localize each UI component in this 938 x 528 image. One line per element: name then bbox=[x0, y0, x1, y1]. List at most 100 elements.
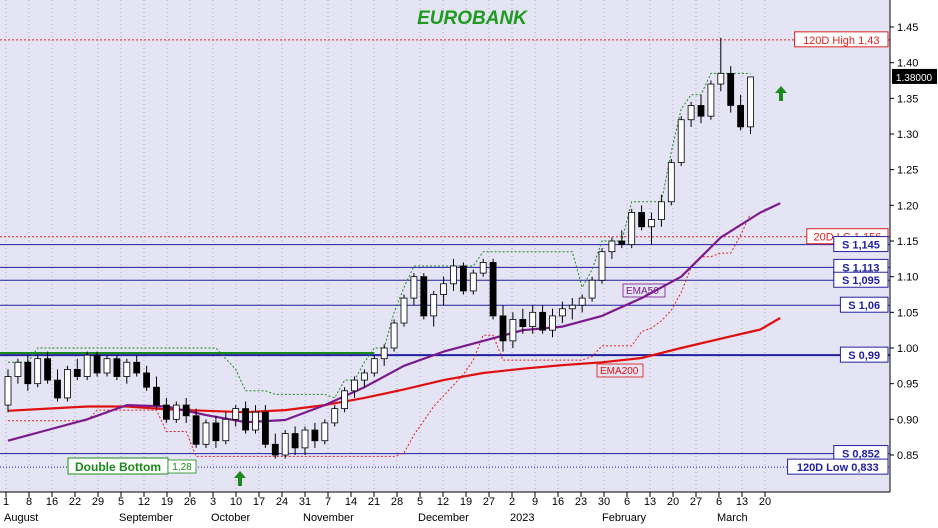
candle-body bbox=[509, 319, 517, 342]
candle-body bbox=[133, 361, 141, 374]
candle-body bbox=[747, 76, 754, 128]
level-label: 120D High 1,43 bbox=[803, 35, 879, 47]
x-tick-label: 6 bbox=[624, 496, 630, 508]
level-label-box bbox=[833, 236, 889, 253]
y-tick-label: 1.25 bbox=[897, 165, 918, 177]
candle-body bbox=[232, 408, 240, 420]
x-tick-label: 7 bbox=[325, 496, 331, 508]
candle-body bbox=[618, 240, 626, 245]
candle-body bbox=[380, 347, 388, 360]
y-tick-label: 1.35 bbox=[897, 93, 918, 105]
candle-body bbox=[608, 240, 616, 253]
y-tick-label: 1.15 bbox=[897, 236, 918, 248]
x-tick-label: 19 bbox=[161, 496, 173, 508]
x-tick-label: 16 bbox=[46, 496, 58, 508]
trailing-stop-line bbox=[8, 213, 751, 457]
buy-arrow-up-icon bbox=[234, 471, 246, 486]
candle-body bbox=[539, 311, 546, 331]
x-tick-label: 17 bbox=[253, 496, 265, 508]
candle-body bbox=[519, 319, 527, 328]
x-tick-label: 6 bbox=[716, 496, 722, 508]
candle-body bbox=[202, 422, 210, 445]
candle-body bbox=[598, 251, 606, 281]
level-label: S 0,99 bbox=[848, 350, 880, 362]
x-tick-label: 8 bbox=[26, 496, 32, 508]
ema200-line bbox=[7, 317, 781, 414]
x-tick-label: 31 bbox=[299, 496, 311, 508]
candle-body bbox=[727, 72, 735, 106]
y-tick-label: 0.95 bbox=[897, 379, 918, 391]
candle-body bbox=[153, 386, 160, 406]
level-label: S 1,06 bbox=[848, 300, 880, 312]
candle-body bbox=[499, 315, 507, 342]
month-label: October bbox=[211, 512, 250, 524]
level-label-box bbox=[833, 271, 889, 288]
x-tick-label: 29 bbox=[92, 496, 104, 508]
candles bbox=[4, 37, 754, 459]
y-tick-label: 1.40 bbox=[897, 58, 918, 70]
candle-body bbox=[737, 105, 744, 128]
candle-body bbox=[73, 368, 81, 377]
candle-body bbox=[400, 297, 408, 324]
y-tick-label: 1.30 bbox=[897, 129, 918, 141]
month-label: November bbox=[303, 512, 354, 524]
month-label: December bbox=[418, 512, 469, 524]
candle-body bbox=[14, 361, 22, 377]
candle-body bbox=[64, 368, 71, 399]
moving-averages: EMA50 EMA200 bbox=[7, 202, 781, 442]
double-bottom-label: Double Bottom bbox=[75, 460, 161, 474]
candle-body bbox=[450, 265, 457, 285]
level-label: S 1,095 bbox=[842, 275, 880, 287]
last-price-box bbox=[892, 68, 937, 84]
candle-body bbox=[351, 379, 358, 392]
month-label: March bbox=[717, 512, 748, 524]
month-label: August bbox=[4, 512, 38, 524]
y-tick-label: 0.85 bbox=[897, 450, 918, 462]
trailing-resistance-line bbox=[8, 72, 751, 399]
x-tick-label: 12 bbox=[138, 496, 150, 508]
x-tick-label: 19 bbox=[460, 496, 472, 508]
candle-body bbox=[311, 429, 319, 442]
double-bottom-value-box bbox=[167, 459, 197, 474]
x-tick-label: 20 bbox=[667, 496, 679, 508]
candle-body bbox=[390, 322, 398, 349]
level-label: 120D Low 0,833 bbox=[797, 462, 879, 474]
candle-body bbox=[113, 358, 121, 377]
candle-body bbox=[222, 418, 230, 442]
candle-body bbox=[687, 105, 695, 121]
candle-body bbox=[212, 422, 220, 442]
x-tick-label: 5 bbox=[118, 496, 124, 508]
plot-background bbox=[0, 0, 890, 492]
candle-body bbox=[717, 72, 725, 85]
candle-body bbox=[628, 212, 636, 245]
candle-body bbox=[677, 119, 685, 163]
x-tick-label: 12 bbox=[437, 496, 449, 508]
candle-body bbox=[34, 358, 42, 385]
candle-body bbox=[360, 372, 368, 381]
level-label: S 1,113 bbox=[842, 262, 879, 274]
candle-body bbox=[182, 404, 190, 417]
y-tick-label: 0.90 bbox=[897, 414, 918, 426]
ema50-line bbox=[7, 202, 781, 442]
candle-body bbox=[172, 404, 180, 420]
candle-body bbox=[192, 415, 200, 445]
candle-body bbox=[559, 308, 566, 317]
level-label: S 1,145 bbox=[842, 240, 880, 252]
level-label-box bbox=[839, 346, 889, 363]
candle-body bbox=[568, 304, 576, 310]
candle-body bbox=[331, 408, 339, 424]
candle-body bbox=[271, 443, 279, 456]
candle-body bbox=[242, 408, 250, 431]
x-tick-label: 21 bbox=[368, 496, 380, 508]
candle-body bbox=[697, 105, 705, 117]
x-tick-label: 28 bbox=[391, 496, 403, 508]
month-label: September bbox=[119, 512, 173, 524]
candle-body bbox=[281, 433, 289, 456]
candle-body bbox=[440, 283, 448, 295]
ema200-label: EMA200 bbox=[600, 366, 639, 377]
candle-body bbox=[489, 261, 497, 317]
x-axis: 1 8 16 22 29 5 12 19 26 3 10 17 24 31 7 14 21 28 5 12 19 27 2 9… bbox=[0, 491, 890, 524]
x-tick-label: 26 bbox=[184, 496, 196, 508]
